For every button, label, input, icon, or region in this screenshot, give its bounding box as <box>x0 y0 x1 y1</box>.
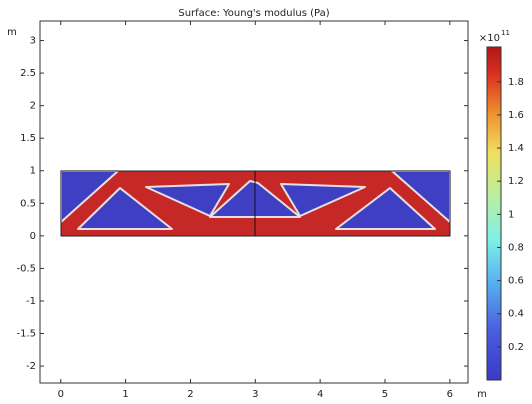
y-tick-label: 1 <box>30 166 36 177</box>
colorbar-tick-label: 0.6 <box>508 276 524 287</box>
y-tick-label: 2 <box>30 101 36 112</box>
colorbar-tick-label: 0.2 <box>508 342 524 353</box>
y-tick-label: -2 <box>26 361 36 372</box>
x-tick-label: 6 <box>447 389 453 400</box>
colorbar-multiplier: ×10 <box>479 33 500 44</box>
colorbar-tick-label: 1 <box>508 209 514 220</box>
x-tick-label: 0 <box>58 389 64 400</box>
colorbar-tick-label: 0.4 <box>508 309 524 320</box>
colorbar-exponent: 11 <box>501 29 510 37</box>
y-unit: m <box>7 27 17 38</box>
y-tick-label: 0 <box>30 231 36 242</box>
y-tick-label: 1.5 <box>20 133 36 144</box>
y-tick-label: 2.5 <box>20 68 36 79</box>
y-tick-label: -0.5 <box>16 263 36 274</box>
colorbar-tick-label: 1.8 <box>508 77 524 88</box>
chart-title: Surface: Young's modulus (Pa) <box>178 8 329 19</box>
y-tick-label: 0.5 <box>20 198 36 209</box>
colorbar-tick-label: 1.2 <box>508 176 524 187</box>
y-tick-label: 3 <box>30 36 36 47</box>
x-tick-label: 4 <box>317 389 323 400</box>
x-tick-label: 3 <box>252 389 258 400</box>
y-tick-label: -1.5 <box>16 329 36 340</box>
colorbar-tick-label: 1.6 <box>508 110 524 121</box>
x-tick-label: 1 <box>122 389 128 400</box>
x-tick-label: 5 <box>382 389 388 400</box>
y-tick-label: -1 <box>26 296 36 307</box>
colorbar-tick-label: 0.8 <box>508 242 524 253</box>
colorbar <box>486 46 502 381</box>
colorbar-tick-label: 1.4 <box>508 143 524 154</box>
x-unit: m <box>477 389 487 400</box>
x-tick-label: 2 <box>187 389 193 400</box>
surface <box>60 170 451 237</box>
